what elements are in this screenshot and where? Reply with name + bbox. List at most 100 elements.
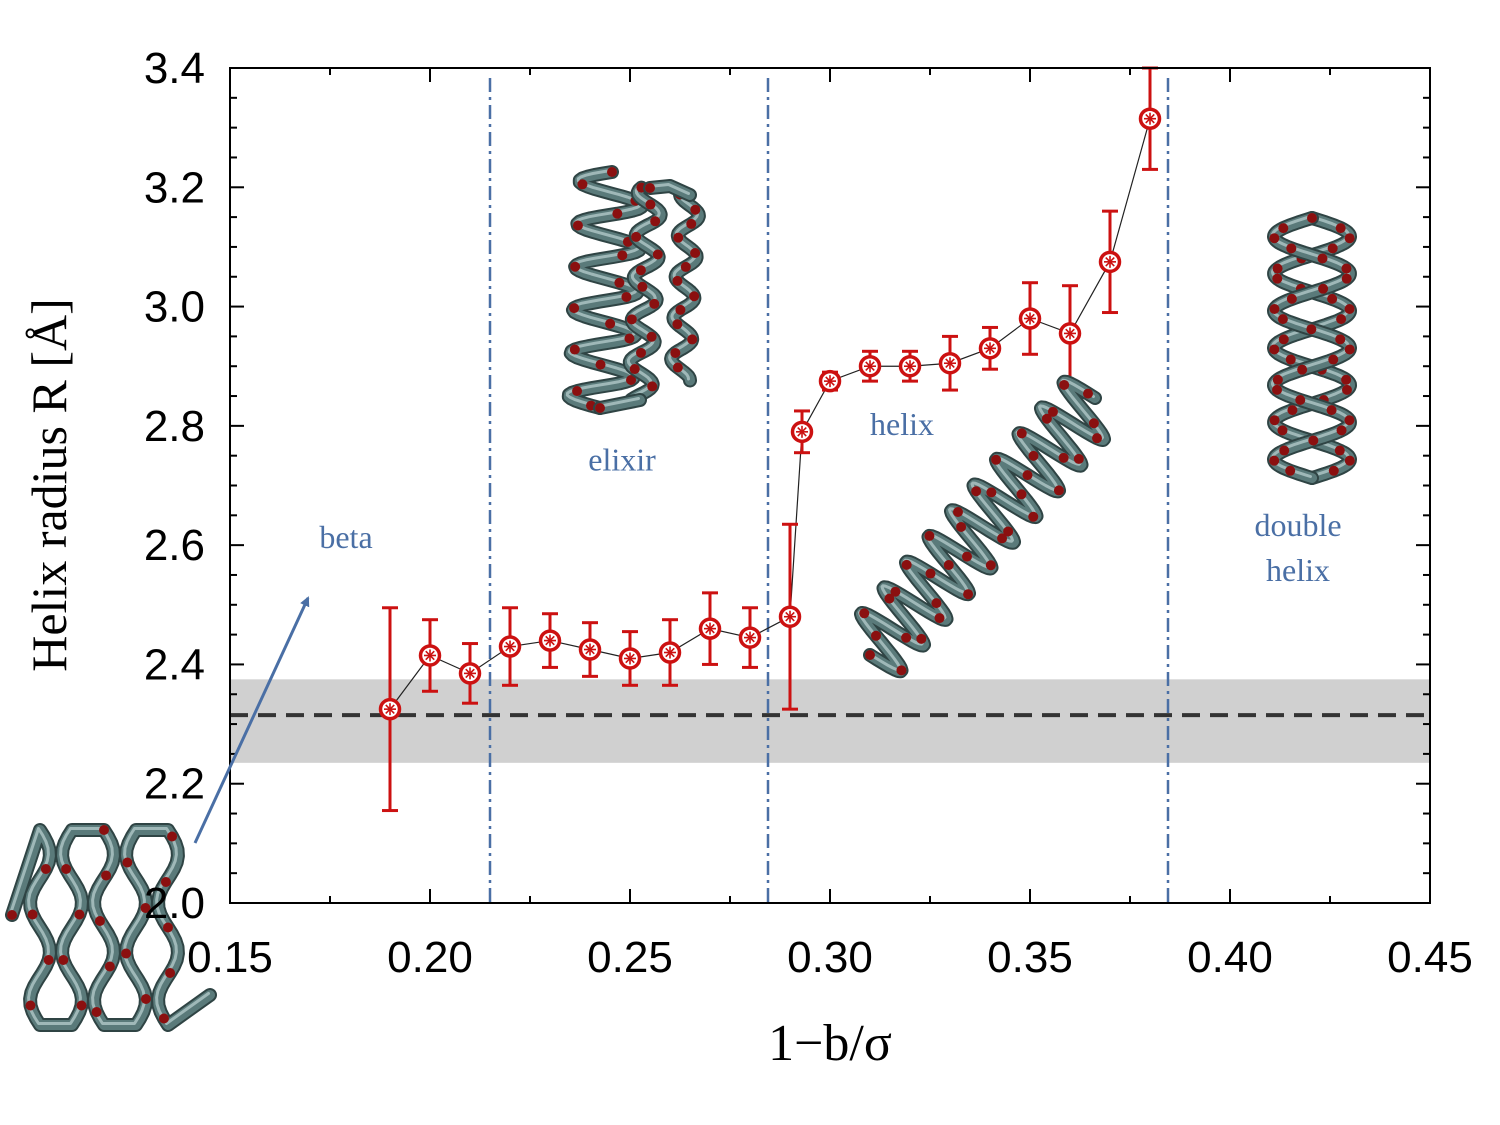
bead xyxy=(1016,489,1027,500)
bead xyxy=(635,265,646,276)
bead xyxy=(1285,354,1296,365)
x-tick-label: 0.35 xyxy=(987,933,1073,982)
bead xyxy=(680,261,691,272)
bead xyxy=(76,1000,87,1011)
bead xyxy=(652,249,663,260)
data-point-star xyxy=(864,360,876,373)
star-stroke xyxy=(985,343,995,354)
bead xyxy=(1092,433,1103,444)
bead xyxy=(636,347,647,358)
y-axis-title: Helix radius R [Å] xyxy=(21,298,77,672)
star-stroke xyxy=(797,427,807,437)
bead xyxy=(971,486,982,497)
bead xyxy=(686,218,697,229)
data-point-star xyxy=(544,634,556,647)
bead xyxy=(624,333,635,344)
bead xyxy=(1335,223,1346,234)
bead xyxy=(901,632,912,643)
bead xyxy=(1272,273,1283,284)
bead xyxy=(1326,405,1337,416)
star-stroke xyxy=(905,361,915,372)
bead xyxy=(1277,425,1288,436)
bead xyxy=(675,304,686,315)
beta-sheet-illustration xyxy=(5,823,217,1032)
star-stroke xyxy=(465,668,475,679)
data-point-star xyxy=(504,640,516,653)
bead xyxy=(1308,435,1319,446)
bead xyxy=(621,291,632,302)
bead xyxy=(870,630,881,641)
bead xyxy=(570,261,581,272)
bead xyxy=(646,331,657,342)
bead xyxy=(896,665,907,676)
bead xyxy=(140,903,151,913)
bead xyxy=(673,232,684,243)
data-series xyxy=(378,66,1162,813)
bead xyxy=(617,250,628,261)
data-point-star xyxy=(824,375,836,388)
bead xyxy=(1318,283,1329,294)
bead xyxy=(572,220,583,231)
star-stroke xyxy=(1065,328,1075,339)
bead xyxy=(140,994,151,1004)
bead xyxy=(1003,526,1014,537)
bead xyxy=(1341,263,1352,274)
region-label: double xyxy=(1254,507,1341,543)
star-stroke xyxy=(665,647,675,658)
bead xyxy=(631,231,642,242)
data-point-star xyxy=(624,652,636,665)
data-point-star xyxy=(584,643,596,656)
bead xyxy=(690,204,701,215)
elixir-strand-2 xyxy=(622,180,668,407)
bead xyxy=(1272,374,1283,385)
star-stroke xyxy=(785,611,795,622)
bead xyxy=(1041,413,1052,424)
data-point-star xyxy=(984,342,996,355)
bead xyxy=(612,208,623,219)
x-tick-label: 0.20 xyxy=(387,933,473,982)
star-stroke xyxy=(385,704,395,714)
bead xyxy=(7,910,17,920)
bead xyxy=(1047,406,1058,417)
star-stroke xyxy=(505,641,515,652)
bead xyxy=(1341,273,1352,284)
data-point-star xyxy=(904,360,916,373)
data-point-star xyxy=(744,631,756,644)
y-tick-label: 3.2 xyxy=(144,163,205,212)
region-label: helix xyxy=(1266,552,1330,588)
bead xyxy=(1341,384,1352,395)
bead xyxy=(670,347,681,358)
reference-band-layer xyxy=(230,679,1430,763)
bead xyxy=(1335,334,1346,345)
x-tick-label: 0.15 xyxy=(187,933,273,982)
data-point-star xyxy=(1104,255,1116,268)
bead xyxy=(1285,465,1296,476)
bead xyxy=(956,521,967,532)
bead xyxy=(1344,455,1355,466)
bead xyxy=(672,362,683,373)
bead xyxy=(1022,470,1033,481)
bead xyxy=(925,568,936,579)
bead xyxy=(1269,455,1280,466)
bead xyxy=(1327,243,1338,254)
bead xyxy=(991,454,1002,465)
bead xyxy=(1083,388,1094,399)
bead xyxy=(614,277,625,288)
data-point-star xyxy=(1144,112,1156,125)
data-point-star xyxy=(704,622,716,635)
bead xyxy=(25,1000,36,1011)
star-stroke xyxy=(745,632,755,643)
bead xyxy=(1058,452,1069,463)
elixir-link-2 xyxy=(643,179,697,202)
star-stroke xyxy=(585,644,595,655)
star-stroke xyxy=(1105,257,1115,267)
bead xyxy=(91,1007,102,1017)
bead xyxy=(924,530,935,541)
bead xyxy=(649,298,660,309)
bead xyxy=(934,613,945,624)
bead xyxy=(1269,304,1280,314)
star-stroke xyxy=(425,650,435,661)
data-point-star xyxy=(1064,327,1076,340)
bead xyxy=(1059,379,1070,390)
bead xyxy=(94,916,105,926)
